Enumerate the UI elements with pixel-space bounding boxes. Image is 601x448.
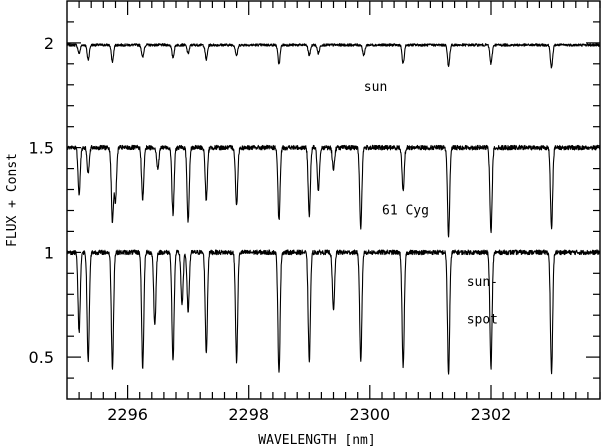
spectrum-line-1 [66, 144, 601, 238]
y-tick-label: 2 [44, 34, 54, 53]
x-tick-label: 2302 [471, 405, 512, 424]
x-axis-label: WAVELENGTH [nm] [258, 433, 375, 448]
annotations-layer: sun 61 Cyg sun-spot [364, 80, 498, 328]
axis-ticks [67, 1, 601, 399]
annotation-label: spot [467, 313, 498, 328]
y-tick-label: 0.5 [29, 348, 54, 367]
spectra-layer [66, 43, 601, 375]
x-tick-label: 2296 [107, 405, 148, 424]
y-axis-label: FLUX + Const [5, 153, 20, 247]
annotation-label: sun- [467, 275, 498, 290]
y-tick-label: 1 [44, 243, 54, 262]
x-tick-label: 2298 [228, 405, 269, 424]
spectrum-line-2 [66, 249, 601, 375]
annotation-label: sun [364, 80, 387, 95]
y-tick-label: 1.5 [29, 139, 54, 158]
axis-tick-labels: 2296 2298 2300 2302 0.5 1 1.5 2 [29, 34, 512, 424]
x-tick-label: 2300 [349, 405, 390, 424]
plot-frame [66, 0, 601, 400]
annotation-label: 61 Cyg [382, 204, 429, 219]
spectrum-line-0 [66, 43, 601, 69]
